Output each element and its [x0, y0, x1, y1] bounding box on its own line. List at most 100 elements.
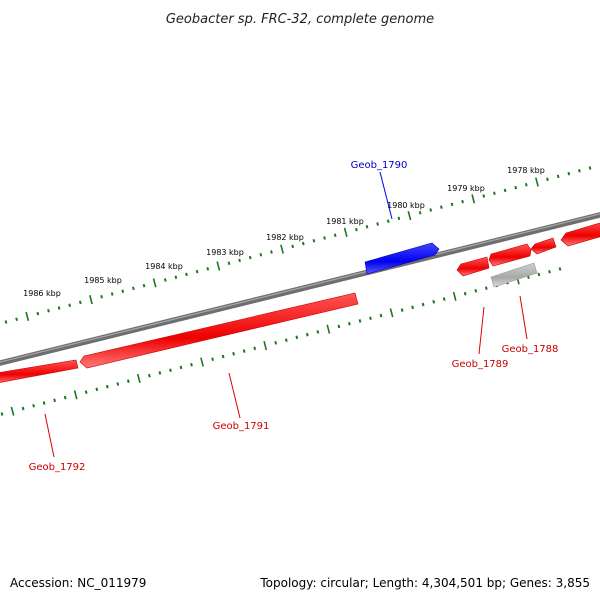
- major-tick: [535, 177, 539, 187]
- minor-tick: [474, 289, 478, 293]
- minor-tick: [238, 258, 241, 263]
- scale-label: 1979 kbp: [447, 184, 485, 193]
- minor-tick: [514, 185, 518, 190]
- minor-tick: [169, 368, 172, 373]
- leader-geob-1788: [519, 295, 528, 340]
- scale-label: 1983 kbp: [206, 248, 244, 257]
- minor-tick: [259, 253, 263, 257]
- major-tick: [389, 308, 394, 318]
- minor-tick: [174, 275, 178, 279]
- minor-tick: [323, 236, 326, 240]
- gene-geob-1792[interactable]: [0, 359, 79, 384]
- minor-tick: [578, 169, 581, 173]
- gene-red-block-a[interactable]: [488, 243, 532, 267]
- minor-tick: [132, 286, 135, 291]
- major-tick: [10, 406, 15, 416]
- scale-label: 1982 kbp: [266, 233, 304, 242]
- minor-tick: [68, 303, 72, 307]
- minor-tick: [142, 283, 146, 288]
- minor-tick: [421, 302, 425, 307]
- leader-geob-1792: [44, 413, 55, 458]
- leader-geob-1791: [228, 372, 241, 419]
- minor-tick: [100, 295, 103, 299]
- scale-label: 1981 kbp: [326, 217, 364, 226]
- major-tick: [471, 194, 476, 204]
- minor-tick: [400, 308, 404, 312]
- minor-tick: [316, 330, 320, 334]
- minor-tick: [57, 306, 61, 310]
- minor-tick: [418, 211, 422, 215]
- minor-tick: [397, 216, 401, 221]
- gene-label-geob-1792[interactable]: Geob_1792: [29, 462, 86, 473]
- leader-geob-1790: [379, 171, 393, 220]
- minor-tick: [227, 261, 231, 265]
- minor-tick: [369, 316, 372, 321]
- minor-tick: [482, 194, 486, 198]
- minor-tick: [190, 362, 193, 367]
- accession-text: Accession: NC_011979: [10, 576, 147, 590]
- minor-tick: [527, 275, 530, 280]
- minor-tick: [376, 222, 379, 226]
- major-tick: [136, 373, 141, 384]
- major-tick: [216, 261, 221, 271]
- major-tick: [407, 210, 412, 221]
- major-tick: [200, 357, 204, 367]
- minor-tick: [0, 412, 4, 416]
- minor-tick: [337, 324, 341, 329]
- minor-tick: [63, 395, 67, 400]
- scale-label: 1984 kbp: [145, 262, 183, 271]
- gene-geob-1788[interactable]: [490, 262, 538, 288]
- minor-tick: [95, 387, 99, 392]
- major-tick: [343, 227, 348, 238]
- inner-scale-ticks: [0, 267, 562, 416]
- minor-tick: [185, 272, 188, 277]
- minor-tick: [295, 335, 299, 340]
- scale-labels: 1986 kbp 1985 kbp 1984 kbp 1983 kbp 1982…: [23, 166, 545, 298]
- minor-tick: [379, 313, 383, 318]
- gene-geob-1791[interactable]: [79, 292, 359, 369]
- minor-tick: [524, 183, 528, 187]
- leader-geob-1789: [478, 306, 485, 355]
- minor-tick: [284, 338, 288, 342]
- minor-tick: [179, 365, 183, 370]
- minor-tick: [4, 320, 8, 324]
- minor-tick: [548, 269, 551, 274]
- gene-geob-1789[interactable]: [456, 256, 490, 277]
- minor-tick: [253, 346, 257, 351]
- gene-label-geob-1791[interactable]: Geob_1791: [213, 421, 270, 432]
- minor-tick: [32, 403, 35, 408]
- gene-label-geob-1790[interactable]: Geob_1790: [351, 160, 408, 171]
- minor-tick: [291, 244, 295, 249]
- minor-tick: [53, 398, 56, 403]
- minor-tick: [36, 311, 40, 316]
- major-tick: [280, 244, 284, 254]
- minor-tick: [312, 239, 316, 243]
- gene-label-geob-1789[interactable]: Geob_1789: [452, 359, 509, 370]
- major-tick: [152, 278, 157, 288]
- gene-red-block-c[interactable]: [560, 220, 600, 247]
- minor-tick: [158, 371, 162, 375]
- minor-tick: [242, 349, 246, 353]
- gene-geob-1790[interactable]: [364, 242, 440, 275]
- minor-tick: [116, 382, 120, 386]
- minor-tick: [493, 191, 496, 195]
- minor-tick: [461, 199, 464, 204]
- minor-tick: [567, 171, 571, 176]
- minor-tick: [439, 205, 443, 209]
- gene-red-block-b[interactable]: [530, 237, 557, 255]
- minor-tick: [432, 300, 436, 304]
- minor-tick: [348, 321, 351, 326]
- minor-tick: [556, 174, 560, 179]
- minor-tick: [503, 188, 507, 193]
- minor-tick: [386, 219, 390, 223]
- genome-title: Geobacter sp. FRC-32, complete genome: [166, 12, 434, 27]
- major-tick: [89, 294, 93, 305]
- minor-tick: [274, 341, 278, 345]
- minor-tick: [110, 292, 114, 296]
- scale-label: 1985 kbp: [84, 276, 122, 285]
- major-tick: [73, 390, 78, 400]
- major-tick: [263, 341, 268, 351]
- gene-label-geob-1788[interactable]: Geob_1788: [502, 344, 559, 355]
- minor-tick: [211, 357, 214, 362]
